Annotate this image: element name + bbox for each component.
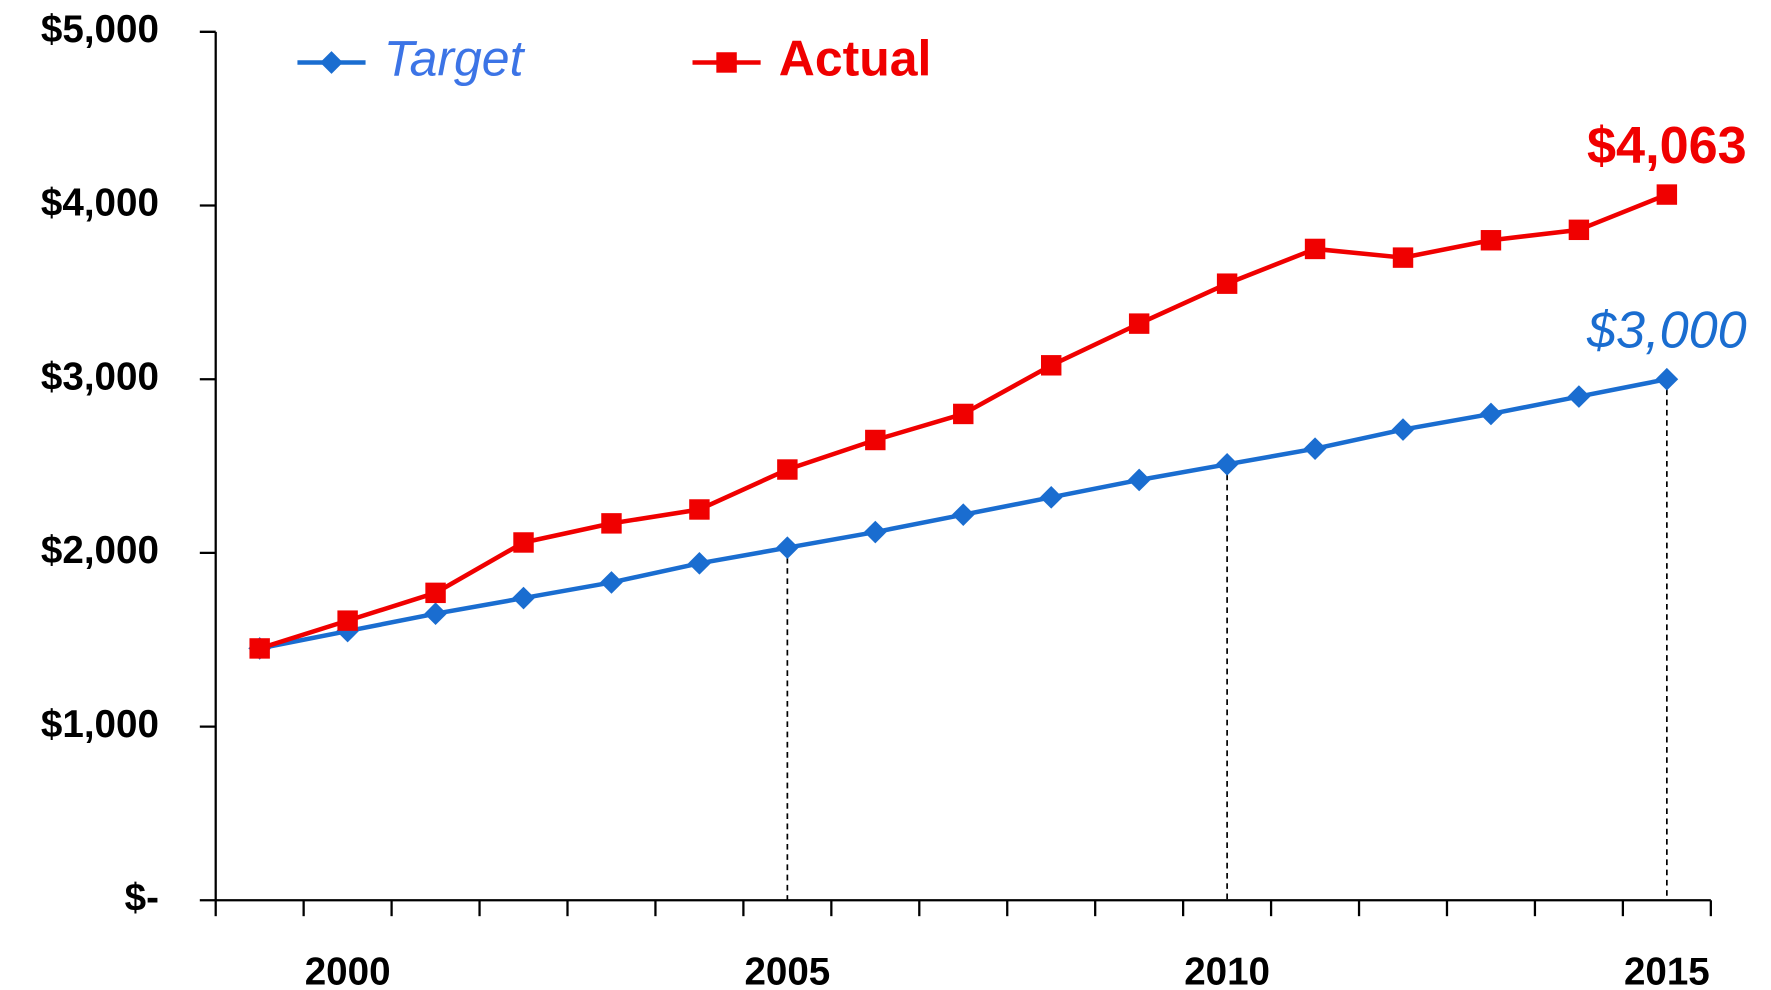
point [1304,238,1326,260]
y-tick-label: $4,000 [41,182,159,225]
y-tick-label: $3,000 [41,355,159,398]
point [601,513,622,534]
x-tick-label: 2000 [305,950,391,990]
data-label: $3,000 [1586,302,1747,360]
data-label: $4,063 [1587,117,1747,175]
point [716,52,737,73]
point [776,536,799,560]
point [512,586,535,610]
y-tick-label: $1,000 [41,703,159,746]
point [1391,418,1415,441]
x-tick-label: 2015 [1624,950,1710,990]
point [1392,247,1414,268]
legend-label: Target [384,31,526,87]
point [953,403,974,425]
point [424,602,447,626]
point [1215,452,1239,476]
point [1303,437,1327,461]
point [513,532,534,553]
point [1568,219,1590,241]
point [1655,367,1679,391]
point [600,571,623,594]
point [1567,385,1591,408]
point [1479,402,1503,426]
point [689,499,710,520]
legend-label: Actual [779,31,932,87]
x-tick-label: 2010 [1184,950,1270,990]
point [951,503,975,527]
point [337,610,358,631]
y-tick-label: $2,000 [41,529,159,572]
point [863,520,887,544]
x-tick-label: 2005 [744,950,830,990]
point [249,638,270,659]
point [1127,468,1151,492]
point [777,459,798,480]
point [1480,230,1502,251]
y-tick-label: $- [125,876,159,919]
point [1039,485,1063,509]
point [1040,355,1062,376]
point [688,551,711,575]
point [425,582,446,604]
point [320,51,343,74]
point [1656,184,1678,205]
point [1216,273,1238,294]
point [865,429,886,451]
point [1128,313,1150,334]
y-tick-label: $5,000 [41,8,159,51]
